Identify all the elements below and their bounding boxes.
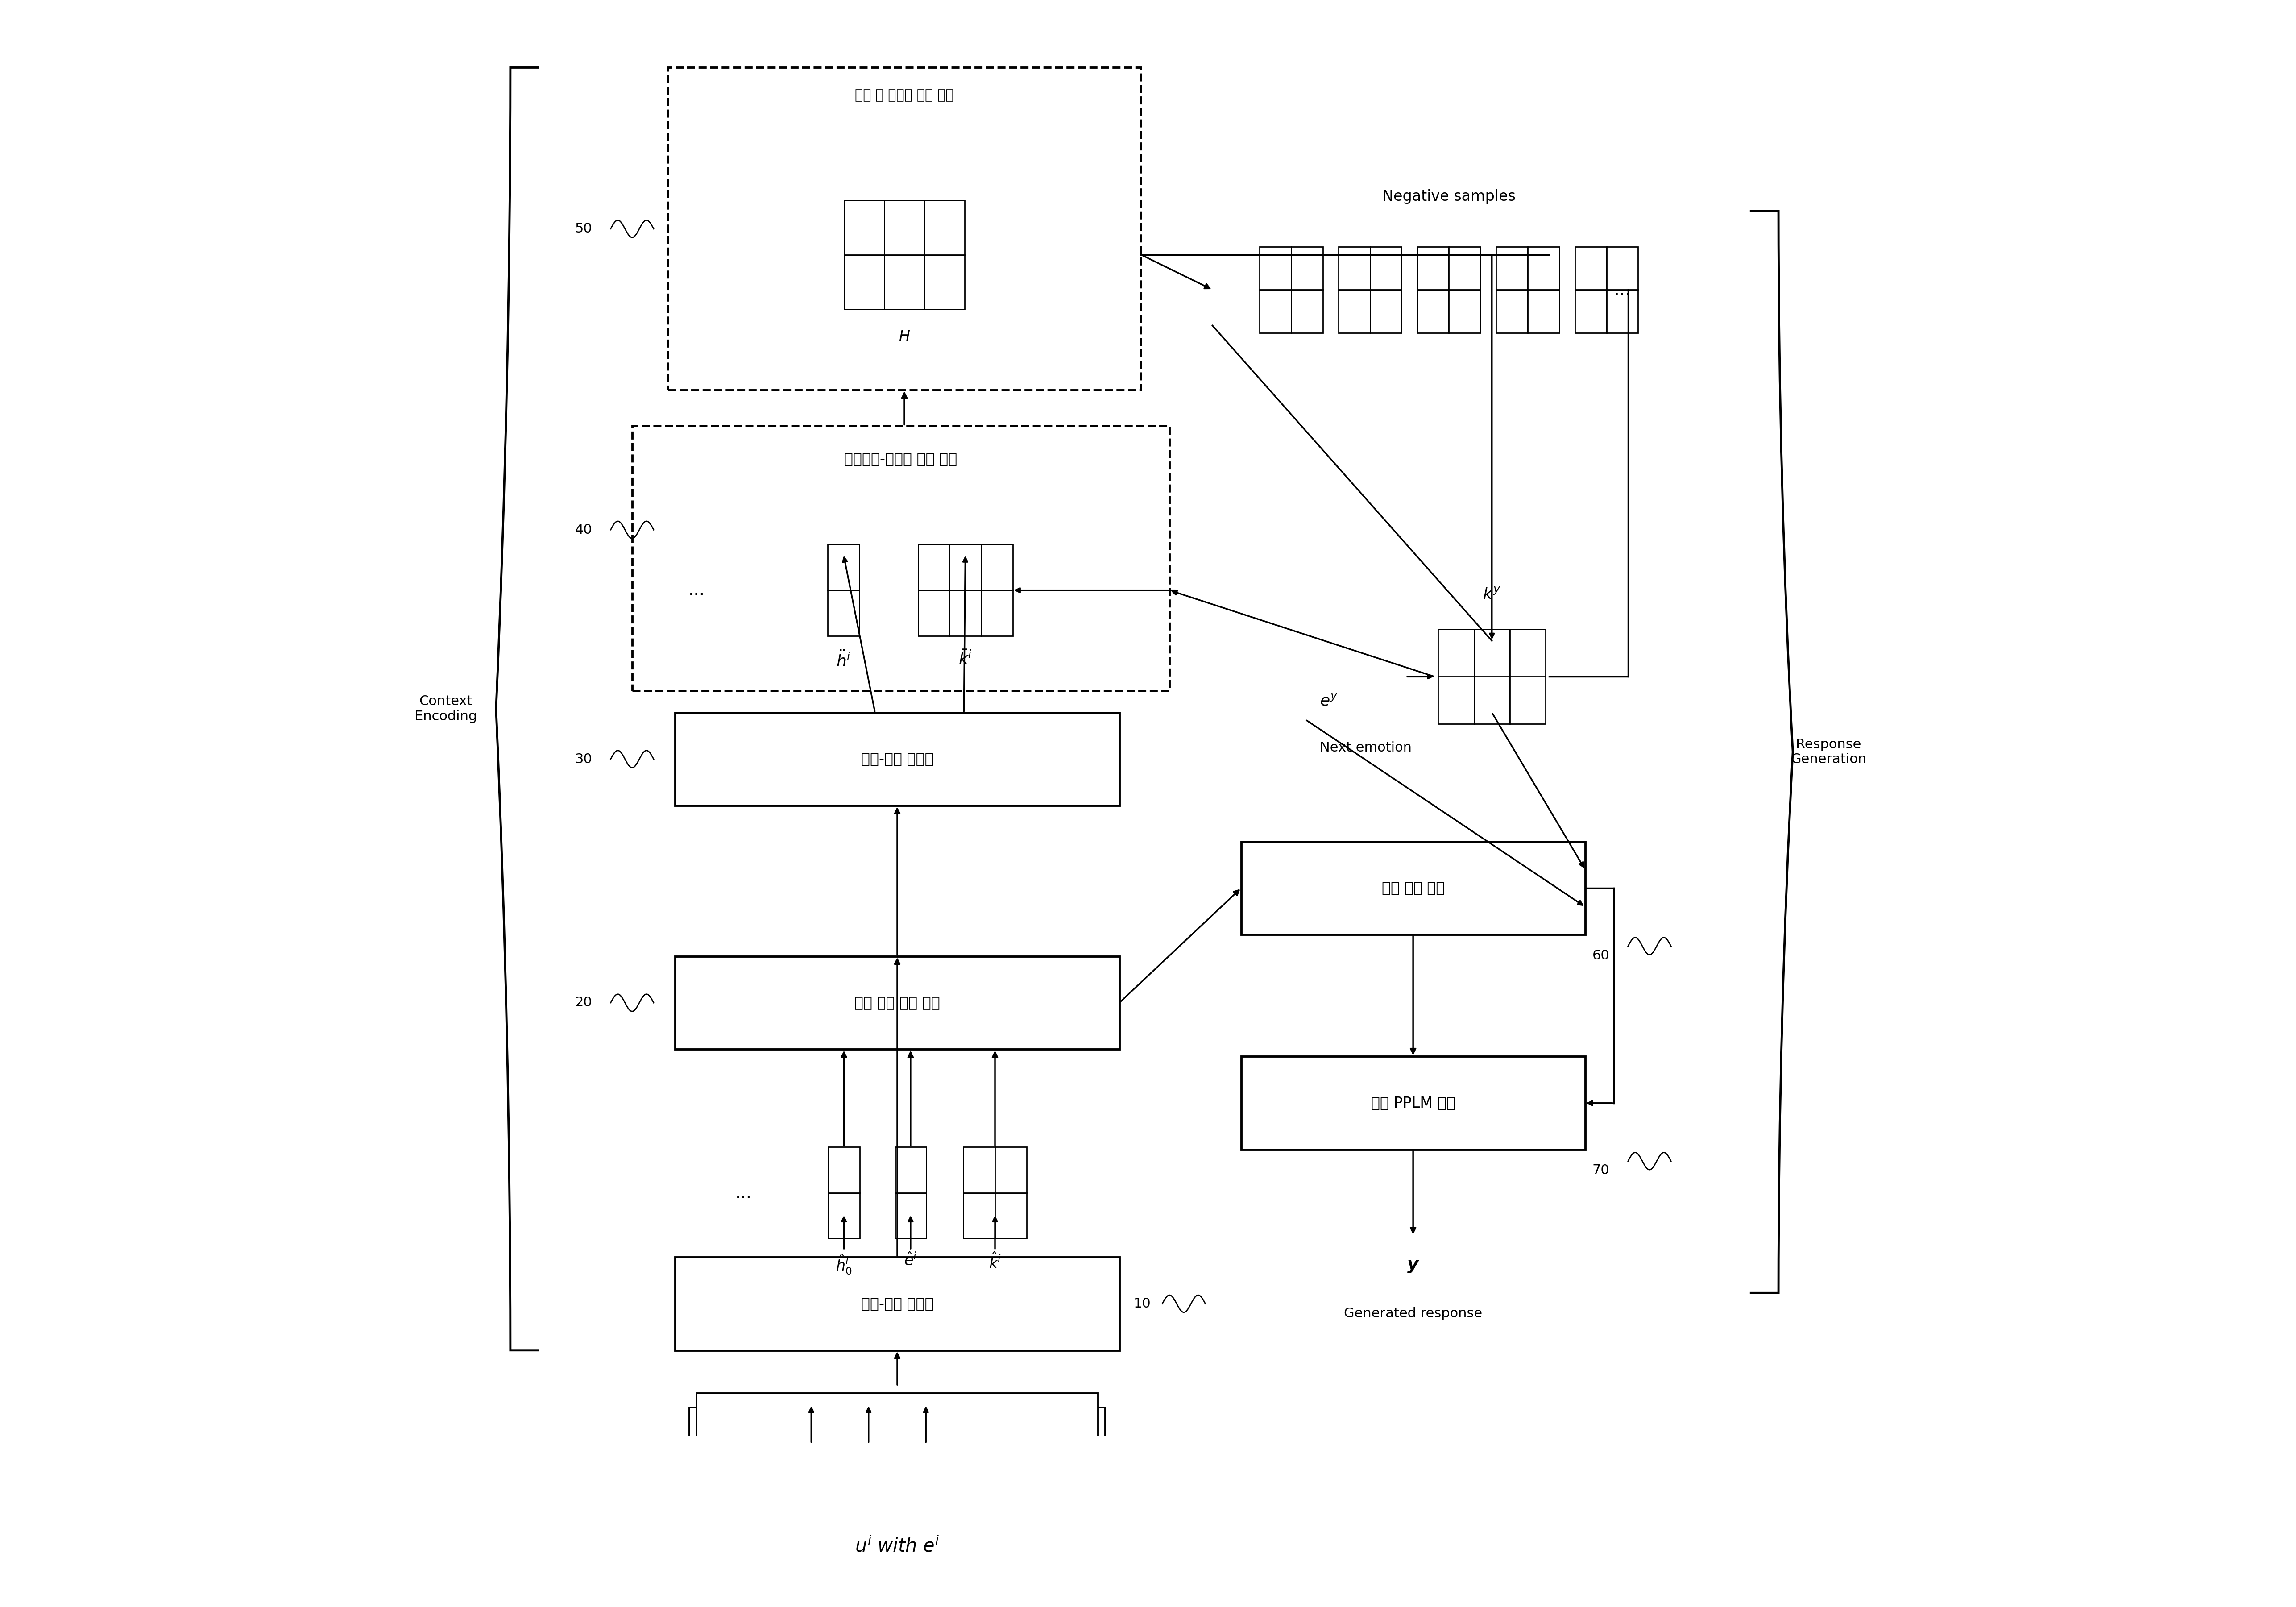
- Text: $\boldsymbol{y}$: $\boldsymbol{y}$: [1407, 1257, 1419, 1274]
- Text: 단어-레벨 인코더: 단어-레벨 인코더: [861, 1297, 934, 1311]
- Bar: [696, 1393, 1097, 1443]
- Text: Generated response: Generated response: [1343, 1308, 1483, 1321]
- Text: 20: 20: [574, 996, 592, 1009]
- Bar: [1437, 677, 1474, 725]
- Bar: [964, 1147, 994, 1192]
- Text: H: H: [898, 329, 909, 344]
- Bar: [1527, 289, 1559, 333]
- Bar: [829, 1192, 859, 1239]
- Bar: [925, 254, 964, 309]
- FancyBboxPatch shape: [1242, 842, 1584, 935]
- Bar: [829, 1147, 859, 1192]
- Bar: [1575, 289, 1607, 333]
- Text: 60: 60: [1591, 950, 1609, 963]
- Bar: [951, 545, 980, 590]
- Bar: [689, 1408, 1104, 1458]
- Bar: [884, 254, 925, 309]
- Bar: [925, 201, 964, 254]
- Bar: [884, 201, 925, 254]
- Bar: [1417, 289, 1449, 333]
- Bar: [1371, 247, 1401, 289]
- Text: $\hat{h}_0^i$: $\hat{h}_0^i$: [836, 1253, 852, 1276]
- Bar: [1527, 247, 1559, 289]
- Bar: [1417, 247, 1449, 289]
- Bar: [918, 590, 951, 636]
- Text: 특징 전환 인식 모듈: 특징 전환 인식 모듈: [854, 995, 939, 1011]
- Text: ...: ...: [689, 582, 705, 599]
- Bar: [1449, 289, 1481, 333]
- Bar: [1497, 247, 1527, 289]
- Bar: [845, 201, 884, 254]
- Bar: [895, 1192, 925, 1239]
- Text: $\bar{k}^i$: $\bar{k}^i$: [957, 651, 971, 667]
- Text: $\ddot{h}^i$: $\ddot{h}^i$: [836, 651, 852, 670]
- Text: 발화-레벨 인코더: 발화-레벨 인코더: [861, 752, 934, 767]
- Bar: [918, 545, 951, 590]
- Bar: [1607, 289, 1637, 333]
- Bar: [994, 1192, 1026, 1239]
- Text: 컨텍스트-키워드 융합 모듈: 컨텍스트-키워드 융합 모듈: [845, 452, 957, 466]
- Text: ...: ...: [1614, 280, 1630, 299]
- Text: 30: 30: [574, 752, 592, 765]
- Bar: [895, 1147, 925, 1192]
- Bar: [829, 545, 859, 590]
- FancyBboxPatch shape: [675, 712, 1120, 805]
- Bar: [829, 590, 859, 636]
- Bar: [1261, 247, 1290, 289]
- Text: 답변 생성 모듈: 답변 생성 모듈: [1382, 881, 1444, 895]
- Text: 감정 및 키워드 검출 모듈: 감정 및 키워드 검출 모듈: [854, 88, 953, 101]
- Bar: [1290, 289, 1322, 333]
- Bar: [1437, 630, 1474, 677]
- Bar: [1371, 289, 1401, 333]
- Text: 40: 40: [574, 524, 592, 537]
- Text: Context
Encoding: Context Encoding: [416, 694, 478, 723]
- Bar: [1511, 630, 1545, 677]
- FancyBboxPatch shape: [675, 956, 1120, 1049]
- Bar: [994, 1147, 1026, 1192]
- Text: 70: 70: [1591, 1163, 1609, 1176]
- Text: 대조 PPLM 모듈: 대조 PPLM 모듈: [1371, 1096, 1456, 1110]
- Text: 50: 50: [574, 222, 592, 235]
- Bar: [951, 590, 980, 636]
- FancyBboxPatch shape: [675, 1257, 1120, 1350]
- Bar: [1607, 247, 1637, 289]
- FancyBboxPatch shape: [631, 426, 1169, 691]
- Bar: [1474, 630, 1511, 677]
- Text: $e^y$: $e^y$: [1320, 693, 1339, 709]
- Bar: [980, 545, 1013, 590]
- Bar: [1339, 289, 1371, 333]
- Bar: [1261, 289, 1290, 333]
- Text: Next emotion: Next emotion: [1320, 741, 1412, 754]
- Text: $k^y$: $k^y$: [1483, 587, 1502, 603]
- Text: $\hat{k}^i$: $\hat{k}^i$: [990, 1253, 1001, 1271]
- Bar: [1497, 289, 1527, 333]
- Bar: [1339, 247, 1371, 289]
- Text: 10: 10: [1134, 1297, 1150, 1310]
- Bar: [1511, 677, 1545, 725]
- FancyBboxPatch shape: [668, 67, 1141, 391]
- Bar: [845, 254, 884, 309]
- Bar: [1449, 247, 1481, 289]
- Bar: [1290, 247, 1322, 289]
- Bar: [964, 1192, 994, 1239]
- FancyBboxPatch shape: [1242, 1056, 1584, 1149]
- Text: Negative samples: Negative samples: [1382, 190, 1515, 204]
- Text: $\hat{e}^i$: $\hat{e}^i$: [905, 1253, 916, 1268]
- Text: Response
Generation: Response Generation: [1791, 738, 1867, 767]
- Bar: [1474, 677, 1511, 725]
- Text: $\boldsymbol{u^i}$ $\mathit{with}$ $\boldsymbol{e^i}$: $\boldsymbol{u^i}$ $\mathit{with}$ $\bol…: [854, 1536, 939, 1556]
- Bar: [980, 590, 1013, 636]
- Bar: [1575, 247, 1607, 289]
- Text: ...: ...: [735, 1184, 751, 1200]
